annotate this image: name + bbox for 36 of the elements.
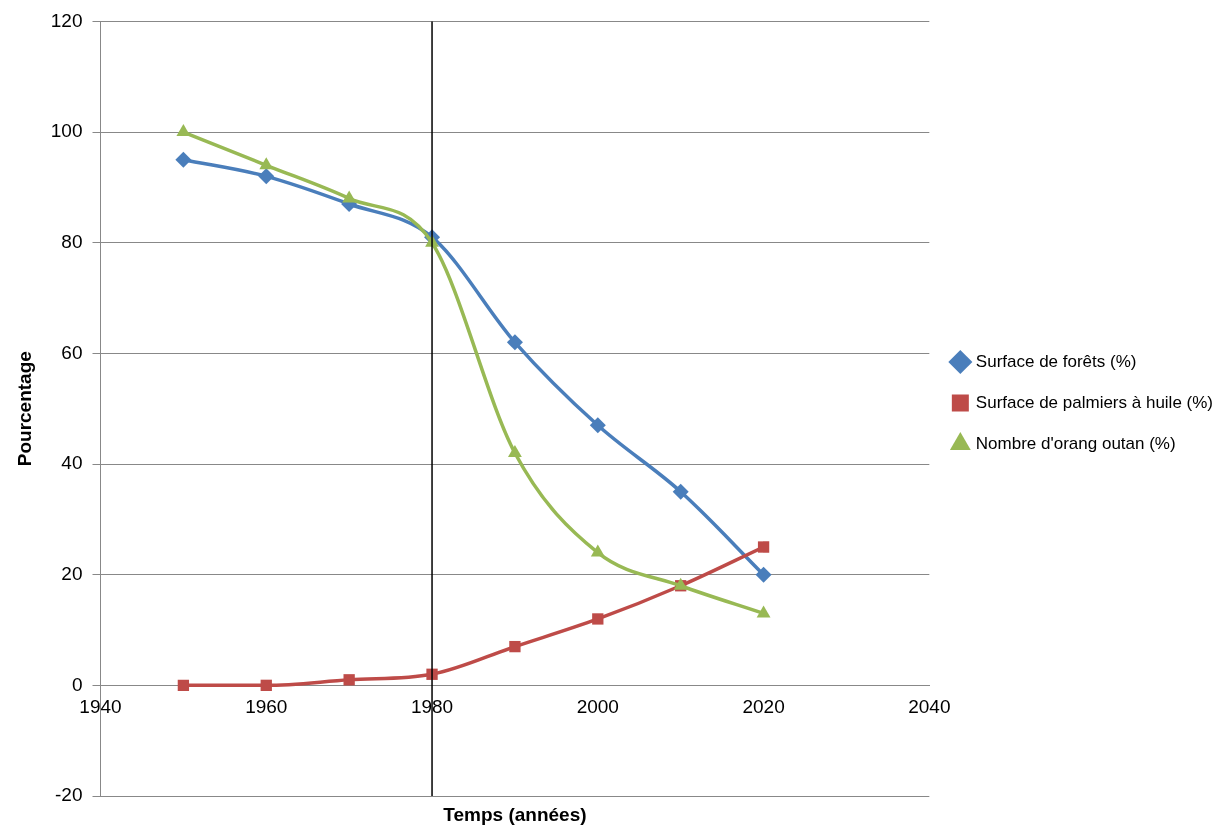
y-tick-label: 60 (61, 341, 83, 363)
y-tick-label: -20 (55, 784, 83, 806)
point (343, 674, 355, 686)
y-axis-title: Pourcentage (13, 351, 35, 467)
point (756, 605, 771, 618)
legend-label: Surface de forêts (%) (975, 351, 1137, 371)
x-tick-label: 2020 (742, 695, 785, 717)
y-tick-label: 20 (61, 562, 83, 584)
x-tick-label: 1960 (245, 695, 288, 717)
y-tick-label: 100 (50, 120, 83, 142)
point (177, 679, 190, 691)
point (260, 679, 272, 691)
y-tick-label: 80 (61, 230, 83, 252)
point (589, 417, 606, 434)
point (509, 640, 521, 653)
x-axis-title: Temps (années) (443, 803, 587, 825)
point (175, 151, 192, 168)
point (590, 544, 605, 557)
y-tick-label: 40 (61, 452, 83, 474)
x-tick-label: 2040 (908, 695, 951, 717)
point (592, 613, 604, 625)
point (672, 483, 689, 500)
point (342, 190, 357, 203)
y-tick-label: 120 (50, 9, 83, 31)
x-tick-label: 1940 (79, 695, 122, 717)
legend-label: Nombre d'orang outan (%) (975, 433, 1176, 453)
point (755, 566, 772, 583)
point (176, 124, 191, 137)
y-tick-label: 0 (71, 673, 83, 695)
point (259, 157, 274, 170)
x-tick-label: 2000 (576, 695, 619, 717)
point (506, 334, 523, 351)
point (258, 168, 275, 185)
point (507, 444, 522, 457)
point (757, 541, 770, 553)
legend-label: Surface de palmiers à huile (%) (975, 392, 1214, 412)
